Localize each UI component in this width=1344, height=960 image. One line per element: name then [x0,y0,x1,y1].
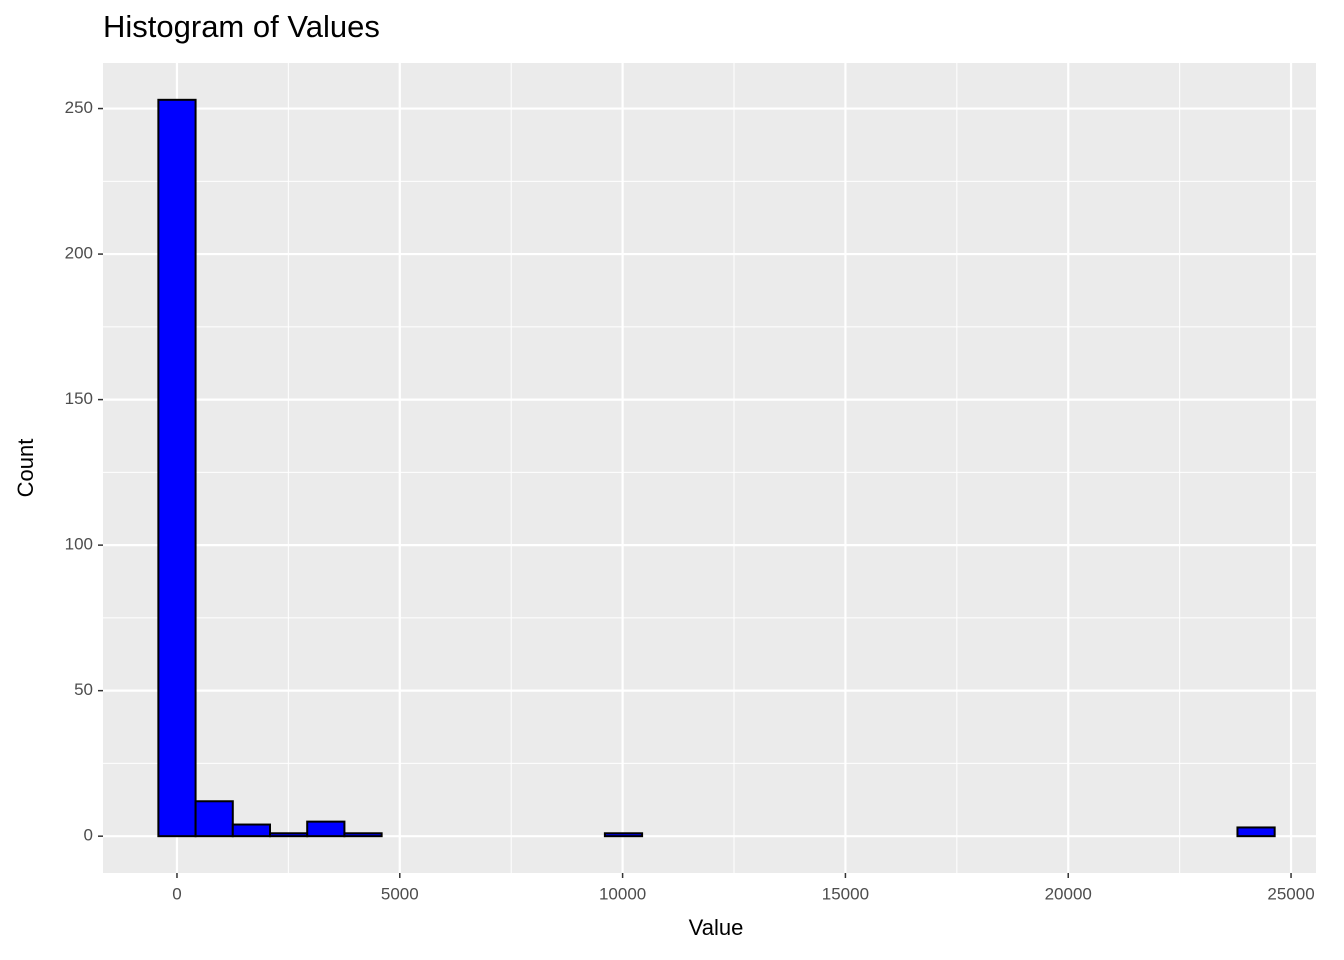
bar [306,820,346,838]
x-tick-label: 25000 [1267,884,1314,903]
y-tick-label: 250 [65,98,93,117]
bar [343,832,383,838]
bar [157,98,197,838]
x-tick-label: 15000 [822,884,869,903]
x-axis-title: Value [689,915,744,940]
y-tick-label: 150 [65,389,93,408]
bar [231,823,271,838]
y-tick-label: 0 [84,826,93,845]
y-tick-label: 50 [74,680,93,699]
bar [194,800,234,838]
x-tick-label: 5000 [381,884,419,903]
panel [103,63,1316,873]
x-tick-label: 20000 [1045,884,1092,903]
chart-title: Histogram of Values [103,9,380,44]
x-tick-label: 10000 [599,884,646,903]
bar [1236,826,1276,838]
y-tick-label: 200 [65,244,93,263]
bar [268,832,309,838]
x-tick-label: 0 [172,884,181,903]
y-tick-label: 100 [65,535,93,554]
y-axis-title: Count [13,439,38,498]
bar [603,832,644,838]
